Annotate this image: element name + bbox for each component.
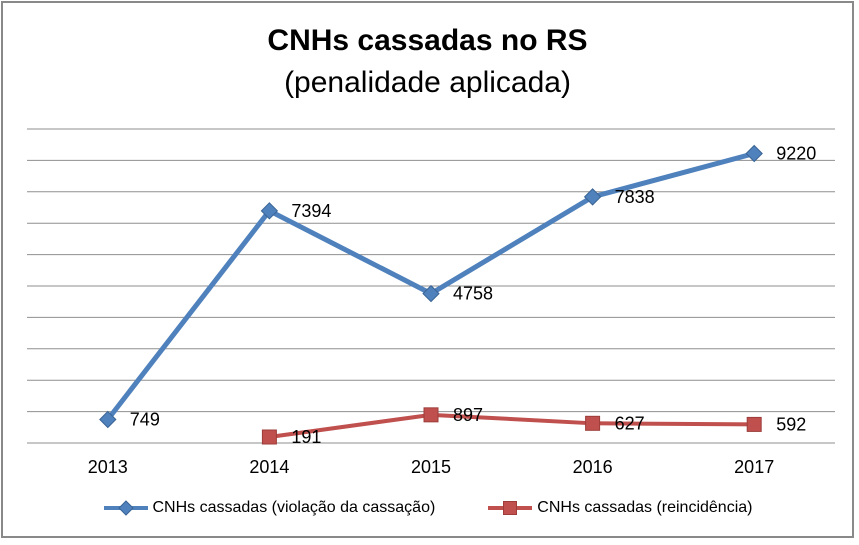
square-marker-icon (585, 415, 601, 431)
chart-subtitle: (penalidade aplicada) (284, 66, 571, 99)
series-line-2 (267, 412, 757, 440)
x-axis-label: 2016 (573, 457, 613, 477)
legend-item-2: CNHs cassadas (reincidência) (487, 499, 752, 517)
diamond-legend-marker-icon (103, 500, 148, 516)
data-label: 592 (776, 414, 806, 434)
data-label: 7394 (291, 201, 331, 221)
chart-frame (1, 1, 854, 538)
x-axis-label: 2014 (249, 457, 289, 477)
data-label: 9220 (776, 143, 816, 163)
x-axis-label: 2015 (411, 457, 451, 477)
data-label: 191 (291, 427, 321, 447)
legend-label: CNHs cassadas (violação da cassação) (152, 499, 436, 516)
square-legend-marker-icon (488, 501, 533, 515)
diamond-marker-icon (583, 188, 602, 206)
data-label: 627 (615, 413, 645, 433)
x-axis-label: 2017 (734, 457, 774, 477)
square-marker-icon (423, 407, 439, 423)
diamond-marker-icon (422, 284, 440, 303)
title-block: CNHs cassadas no RS (penalidade aplicada… (0, 20, 855, 104)
legend-label: CNHs cassadas (reincidência) (537, 499, 753, 516)
square-marker-icon (746, 416, 762, 432)
legend: CNHs cassadas (violação da cassação) CNHs… (0, 499, 855, 517)
data-label: 4758 (453, 284, 493, 304)
data-label: 897 (453, 405, 483, 425)
diamond-marker-icon (260, 202, 279, 220)
diamond-marker-icon (99, 410, 117, 429)
legend-item-1: CNHs cassadas (violação da cassação) (103, 499, 436, 517)
diamond-marker-icon (745, 144, 763, 163)
data-label: 749 (130, 409, 160, 429)
chart-title: CNHs cassadas no RS (267, 24, 588, 57)
x-axis-label: 2013 (88, 457, 128, 477)
data-label: 7838 (615, 187, 655, 207)
square-marker-icon (261, 429, 277, 445)
